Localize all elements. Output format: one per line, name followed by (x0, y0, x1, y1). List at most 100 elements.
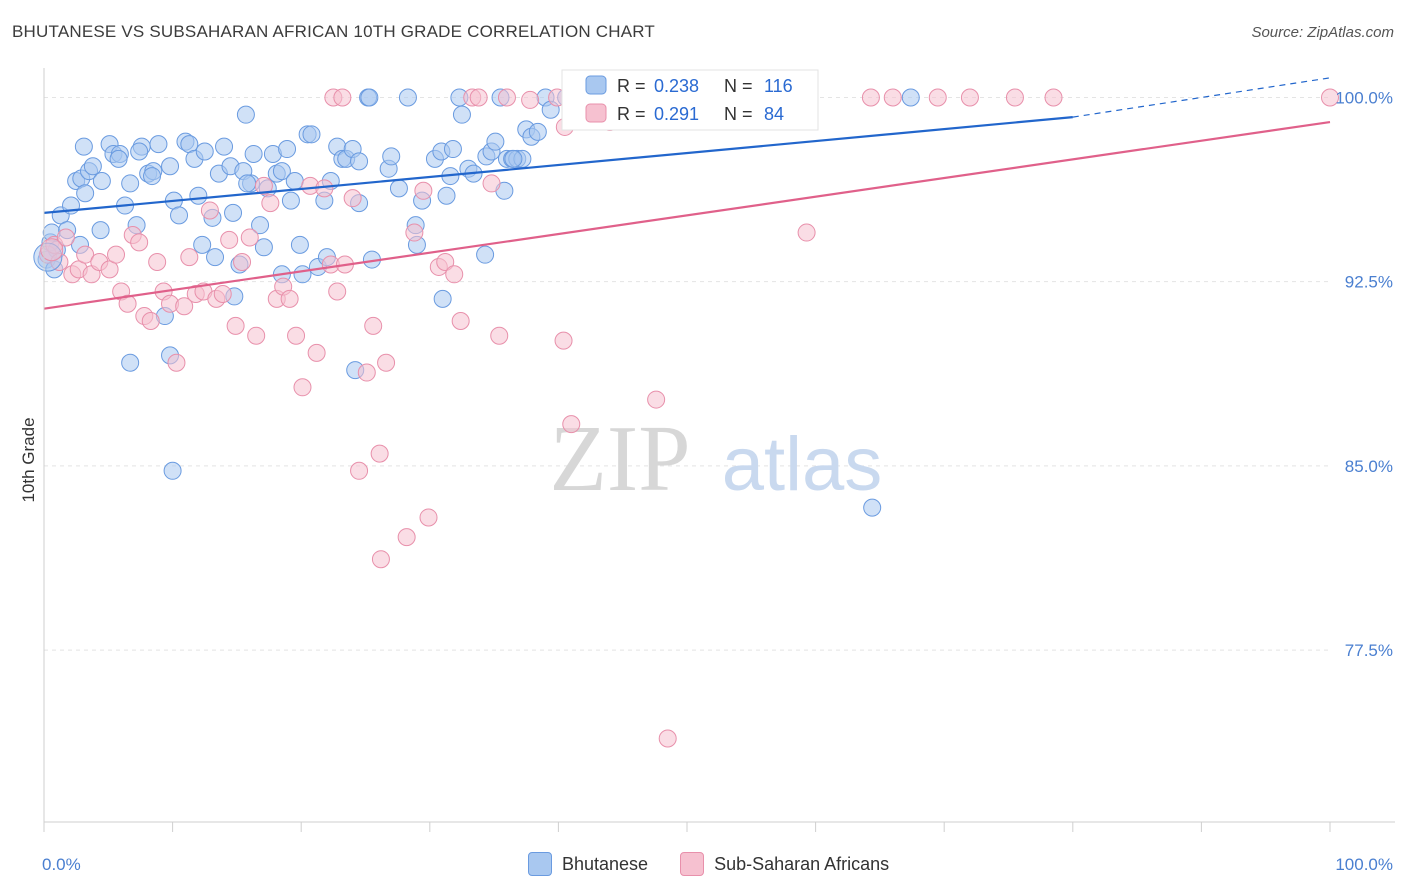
point-subsaharan (107, 245, 126, 264)
point-subsaharan (861, 88, 880, 107)
point-subsaharan (364, 316, 383, 335)
point-bhutanese (350, 152, 369, 171)
point-bhutanese (278, 140, 297, 159)
point-subsaharan (521, 90, 540, 109)
point-subsaharan (261, 194, 280, 213)
trend-lines (43, 77, 1331, 310)
point-subsaharan (167, 353, 186, 372)
stats-n-value-2: 84 (764, 104, 784, 124)
point-bhutanese (452, 105, 471, 124)
y-tick-label: 85.0% (1345, 457, 1393, 476)
point-subsaharan (175, 297, 194, 316)
stats-n-value-1: 116 (764, 76, 793, 96)
point-subsaharan (333, 88, 352, 107)
y-tick-labels: 100.0% 92.5% 85.0% 77.5% (1335, 88, 1393, 660)
point-subsaharan (469, 88, 488, 107)
point-subsaharan (414, 181, 433, 200)
source-credit: Source: ZipAtlas.com (1251, 24, 1394, 41)
watermark: ZIP atlas (550, 407, 883, 511)
point-bhutanese (244, 144, 263, 163)
point-bhutanese (285, 171, 304, 190)
point-bhutanese (170, 206, 189, 225)
point-bhutanese (238, 174, 257, 193)
point-subsaharan (254, 176, 273, 195)
point-subsaharan (247, 326, 266, 345)
point-subsaharan (490, 326, 509, 345)
axes (43, 68, 1395, 832)
point-bhutanese (863, 498, 882, 517)
point-bhutanese (504, 149, 523, 168)
legend-swatch-bhutanese (528, 852, 552, 876)
point-bhutanese (92, 171, 111, 190)
watermark-atlas: atlas (722, 422, 883, 507)
point-bhutanese (290, 235, 309, 254)
point-subsaharan (960, 88, 979, 107)
stats-n-label-1: N = (724, 76, 753, 96)
legend-label-bhutanese: Bhutanese (562, 853, 649, 874)
point-bhutanese (433, 289, 452, 308)
point-bhutanese (163, 461, 182, 480)
point-subsaharan (658, 729, 677, 748)
point-subsaharan (118, 294, 137, 313)
point-subsaharan (200, 201, 219, 220)
point-bhutanese (193, 235, 212, 254)
y-axis-label: 10th Grade (19, 417, 38, 502)
point-subsaharan (562, 415, 581, 434)
y-tick-label: 100.0% (1335, 88, 1393, 107)
point-bhutanese (251, 216, 270, 235)
point-subsaharan (280, 289, 299, 308)
legend-item-bhutanese: Bhutanese (528, 852, 648, 876)
point-bhutanese (224, 203, 243, 222)
x-tick-label: 0.0% (42, 855, 81, 874)
point-subsaharan (180, 248, 199, 267)
point-subsaharan (220, 230, 239, 249)
point-bhutanese (389, 179, 408, 198)
point-subsaharan (350, 461, 369, 480)
point-subsaharan (141, 311, 160, 330)
point-subsaharan (482, 174, 501, 193)
point-bhutanese (215, 137, 234, 156)
point-subsaharan (370, 444, 389, 463)
point-subsaharan (130, 233, 149, 252)
point-subsaharan-cluster (40, 238, 64, 262)
point-bhutanese (195, 142, 214, 161)
point-subsaharan (445, 265, 464, 284)
point-bhutanese (189, 186, 208, 205)
legend-item-subsaharan: Sub-Saharan Africans (680, 852, 889, 876)
point-bhutanese (83, 157, 102, 176)
point-subsaharan (293, 378, 312, 397)
point-bhutanese (74, 137, 93, 156)
legend-swatch-subsaharan (680, 852, 705, 876)
legend-label-subsaharan: Sub-Saharan Africans (714, 853, 890, 874)
point-subsaharan (377, 353, 396, 372)
x-tick-label: 100.0% (1335, 855, 1393, 874)
point-subsaharan (1005, 88, 1024, 107)
stats-r-label-2: R = (617, 104, 646, 124)
point-subsaharan (357, 363, 376, 382)
point-bhutanese (236, 105, 255, 124)
point-bhutanese (149, 135, 168, 154)
point-subsaharan (1321, 88, 1339, 107)
point-bhutanese (121, 353, 140, 372)
point-bhutanese (360, 88, 379, 107)
trend-line-bhutanese (43, 116, 1073, 215)
stats-swatch-bhutanese (585, 75, 607, 95)
point-bhutanese (76, 184, 95, 203)
point-bhutanese (272, 162, 291, 181)
stats-swatch-subsaharan (585, 103, 607, 123)
point-subsaharan (397, 528, 416, 547)
point-subsaharan (928, 88, 947, 107)
point-subsaharan (436, 253, 455, 272)
point-subsaharan (328, 282, 347, 301)
point-bhutanese (486, 132, 505, 151)
gridlines (44, 96, 1330, 651)
point-subsaharan (797, 223, 816, 242)
point-subsaharan (647, 390, 666, 409)
point-bhutanese (206, 248, 225, 267)
y-tick-label: 92.5% (1345, 273, 1393, 292)
point-bhutanese (91, 221, 110, 240)
point-bhutanese (437, 186, 456, 205)
x-tick-labels: 0.0% 100.0% (42, 855, 1393, 874)
point-subsaharan (287, 326, 306, 345)
